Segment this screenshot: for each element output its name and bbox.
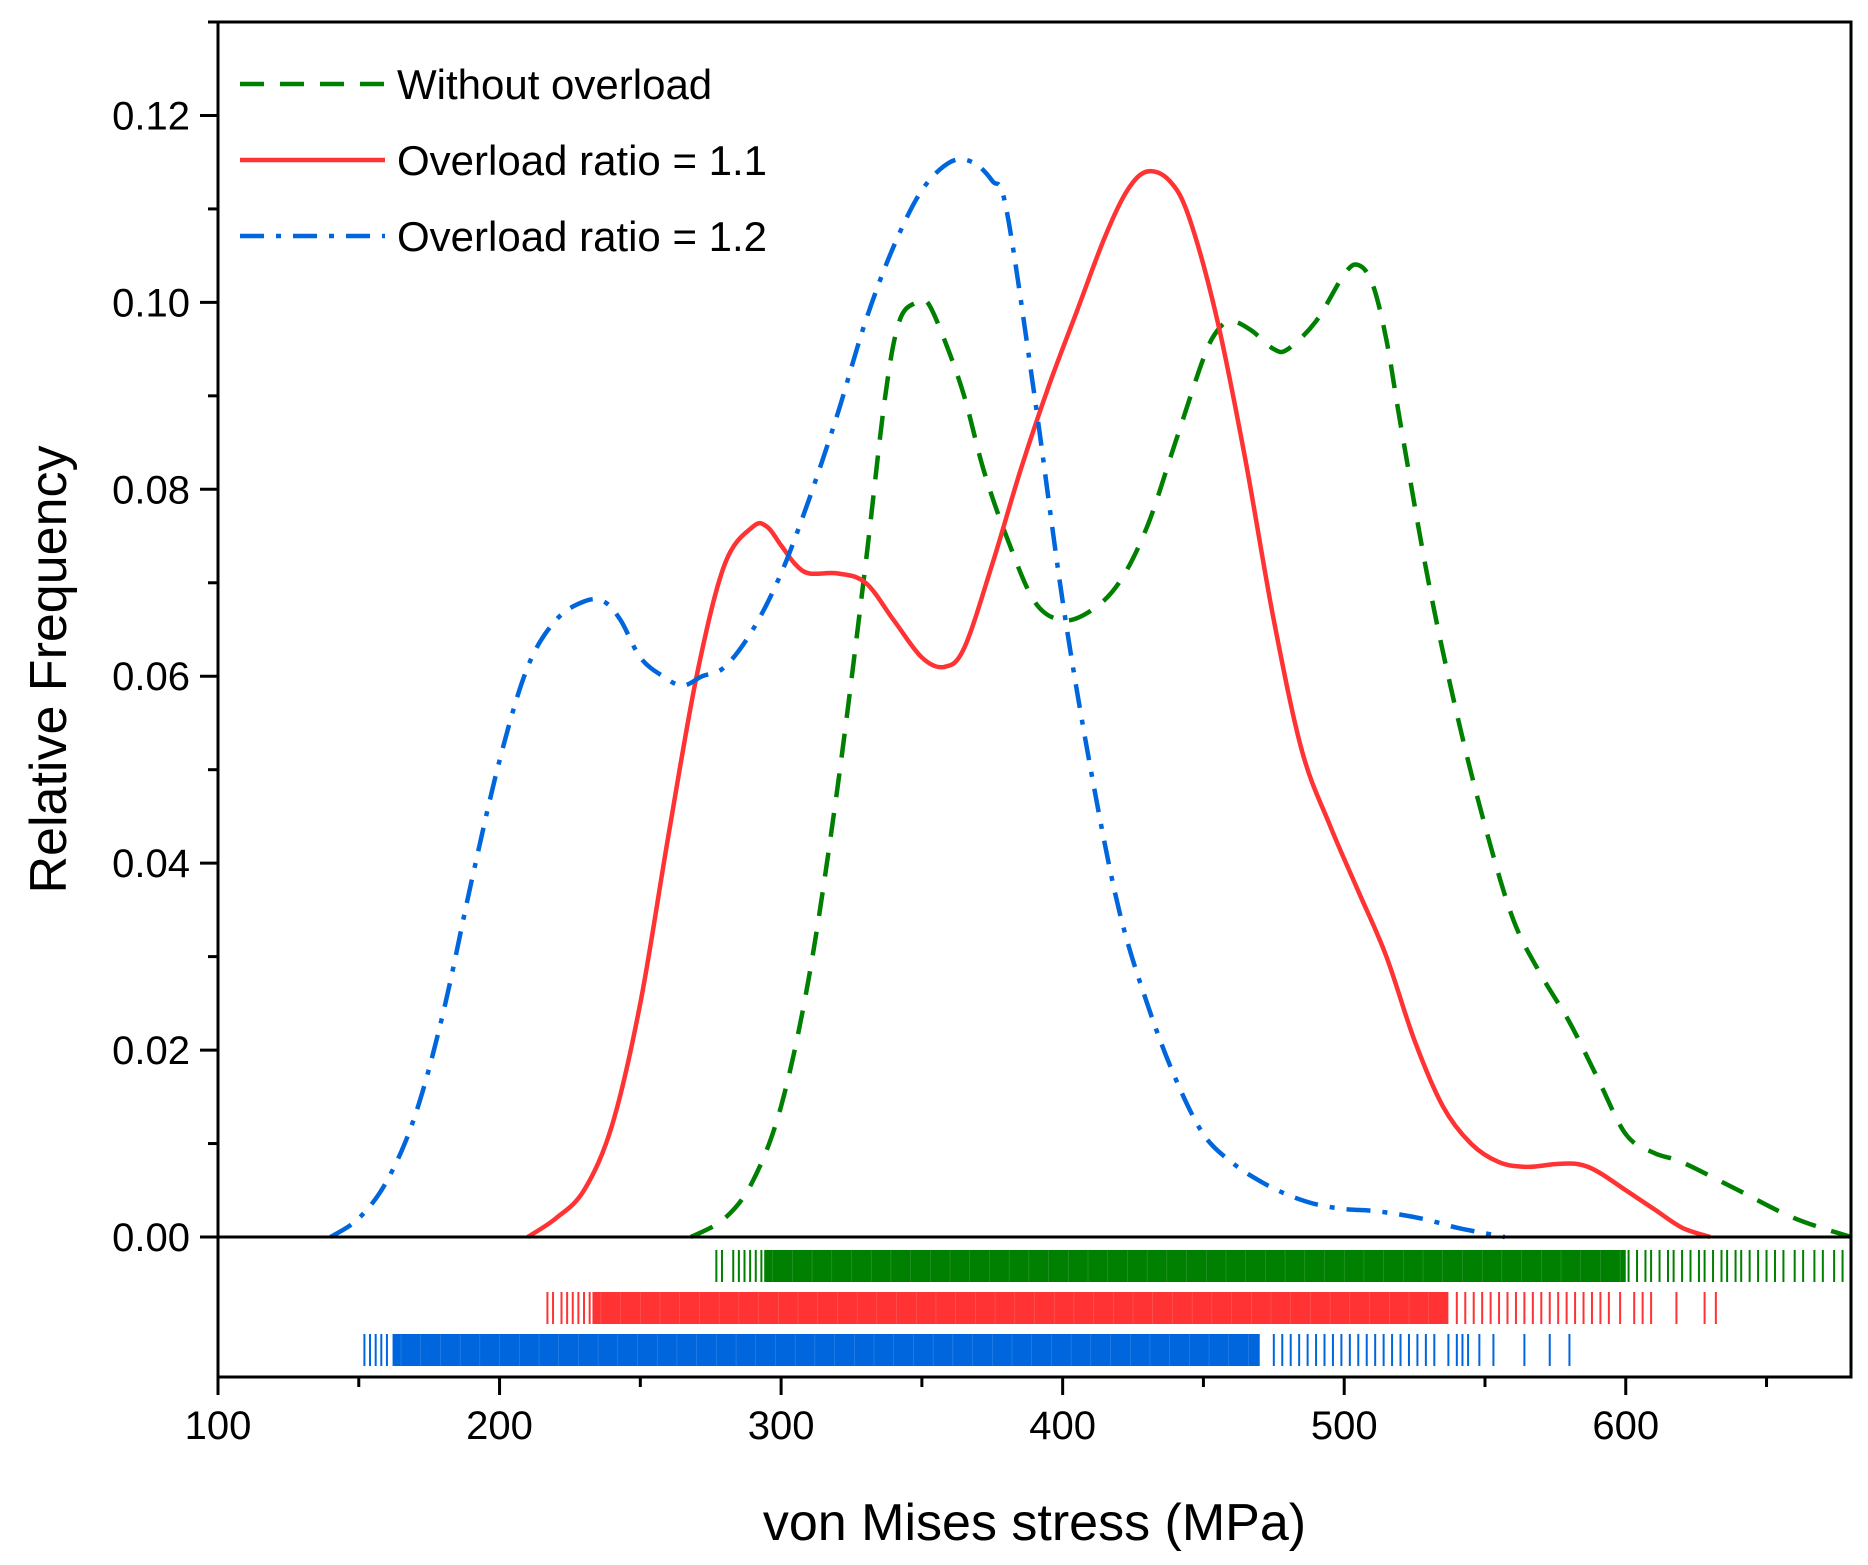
- legend-label: Overload ratio = 1.1: [397, 137, 767, 184]
- legend: Without overload Overload ratio = 1.1 Over…: [240, 61, 767, 260]
- series-line-without-overload: [689, 262, 1852, 1240]
- y-tick-label: 0.00: [112, 1216, 190, 1260]
- x-tick-label: 400: [1029, 1404, 1096, 1448]
- rug-dense-band: [592, 1292, 1449, 1324]
- x-tick-label: 600: [1592, 1404, 1659, 1448]
- y-tick-label: 0.04: [112, 842, 190, 886]
- x-axis-title: von Mises stress (MPa): [763, 1494, 1306, 1552]
- y-tick-label: 0.06: [112, 655, 190, 699]
- axes: 100 200 300 400 500 600 0.00 0.02 0.04 0.06 0.08 0.…: [112, 20, 1769, 1448]
- y-axis-title: Relative Frequency: [20, 446, 78, 894]
- legend-label: Without overload: [397, 61, 712, 108]
- rug-dense-band: [764, 1250, 1626, 1282]
- rug-row: [363, 1334, 1571, 1366]
- legend-label: Overload ratio = 1.2: [397, 213, 767, 260]
- plot-area: [329, 157, 1852, 1240]
- x-tick-label: 100: [185, 1404, 252, 1448]
- y-tick-label: 0.02: [112, 1029, 190, 1073]
- y-tick-label: 0.08: [112, 468, 190, 512]
- series-line-overload-ratio-1-1: [526, 168, 1711, 1240]
- rug-plot: [363, 1250, 1844, 1366]
- x-tick-label: 300: [748, 1404, 815, 1448]
- y-tick-label: 0.10: [112, 281, 190, 325]
- plot-frame: [216, 20, 1853, 1379]
- rug-row: [715, 1250, 1844, 1282]
- rug-row: [546, 1292, 1717, 1324]
- series-line-overload-ratio-1-2: [329, 157, 1506, 1240]
- y-tick-label: 0.12: [112, 94, 190, 138]
- rug-dense-band: [392, 1334, 1260, 1366]
- x-tick-label: 200: [466, 1404, 533, 1448]
- x-tick-label: 500: [1311, 1404, 1378, 1448]
